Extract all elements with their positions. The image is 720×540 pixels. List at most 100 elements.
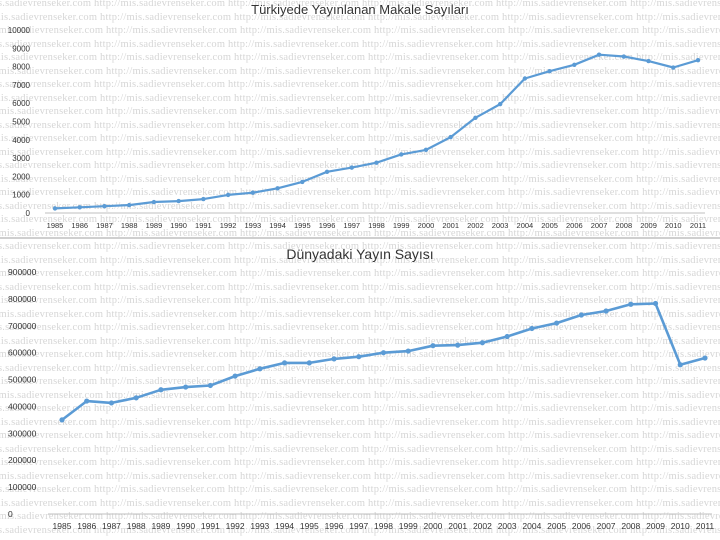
y-tick-label: 2000 xyxy=(12,172,30,181)
data-point xyxy=(578,312,584,318)
x-tick-label: 2007 xyxy=(597,521,616,531)
x-tick-label: 2000 xyxy=(418,221,435,230)
x-tick-label: 1999 xyxy=(393,221,410,230)
data-point xyxy=(621,54,627,59)
data-point xyxy=(646,58,651,64)
x-tick-label: 1997 xyxy=(343,221,360,230)
data-point xyxy=(529,325,535,332)
x-tick-label: 2008 xyxy=(615,221,632,230)
y-tick-label: 6000 xyxy=(12,99,30,108)
data-point xyxy=(671,65,676,70)
x-tick-label: 2003 xyxy=(498,521,517,531)
x-tick-label: 1992 xyxy=(220,221,237,230)
x-tick-label: 1992 xyxy=(226,521,245,531)
data-point xyxy=(158,387,164,393)
turkey-articles-plot: 0 1000 2000 3000 4000 5000 6000 7000 8000 9000 100… xyxy=(8,26,706,230)
data-point xyxy=(176,198,181,204)
data-point xyxy=(399,152,404,157)
data-point xyxy=(547,68,552,74)
data-point xyxy=(324,169,330,175)
x-tick-label: 2009 xyxy=(646,521,665,531)
x-tick-label: 2011 xyxy=(696,521,715,531)
y-tick-label: 300000 xyxy=(8,428,37,438)
chart-divider xyxy=(0,237,720,239)
x-tick-label: 2009 xyxy=(640,221,657,230)
data-point xyxy=(225,192,231,198)
y-tick-label: 9000 xyxy=(12,44,30,53)
world-publications-chart: Dünyadaki Yayın Sayısı 0 100000 200000 3000… xyxy=(0,240,720,540)
x-tick-label: 2003 xyxy=(492,221,509,230)
y-tick-label: 4000 xyxy=(12,136,30,145)
x-tick-label: 2005 xyxy=(547,521,566,531)
data-point xyxy=(423,147,429,153)
data-point xyxy=(572,62,577,67)
data-point xyxy=(84,398,90,404)
data-point xyxy=(522,76,528,81)
data-point xyxy=(52,206,58,211)
world-publications-plot: 0 100000 200000 300000 400000 500000 600000 700… xyxy=(8,267,715,531)
data-point xyxy=(356,354,362,360)
y-tick-label: 0 xyxy=(26,209,31,218)
data-point xyxy=(250,190,256,195)
x-tick-label: 2002 xyxy=(467,221,484,230)
x-tick-label: 1998 xyxy=(374,521,393,531)
data-point xyxy=(306,360,312,366)
y-tick-label: 0 xyxy=(8,509,13,519)
y-tick-label: 600000 xyxy=(8,348,37,358)
x-tick-label: 1990 xyxy=(176,521,195,531)
data-point xyxy=(652,300,659,307)
x-tick-label: 2002 xyxy=(473,521,492,531)
x-tick-label: 2007 xyxy=(591,221,608,230)
x-tick-label: 2006 xyxy=(572,521,591,531)
data-point xyxy=(151,199,157,205)
series-line xyxy=(61,302,706,421)
x-tick-label: 2001 xyxy=(448,521,467,531)
x-tick-label: 1994 xyxy=(269,221,286,230)
x-tick-label: 1994 xyxy=(275,521,294,531)
x-tick-label: 1996 xyxy=(319,221,336,230)
y-tick-label: 500000 xyxy=(8,375,37,385)
x-tick-label: 1997 xyxy=(349,521,368,531)
data-point xyxy=(473,115,478,121)
x-tick-label: 1988 xyxy=(127,521,146,531)
data-point xyxy=(77,205,82,210)
x-tick-label: 2005 xyxy=(541,221,558,230)
data-point xyxy=(455,342,461,348)
x-tick-label: 1993 xyxy=(250,521,269,531)
data-point xyxy=(695,57,701,63)
data-point xyxy=(702,355,708,361)
data-point xyxy=(677,362,683,368)
x-tick-label: 2008 xyxy=(621,521,640,531)
data-point xyxy=(232,373,238,379)
chart-title: Türkiyede Yayınlanan Makale Sayıları xyxy=(251,2,469,17)
x-tick-label: 2001 xyxy=(442,221,459,230)
data-point xyxy=(479,340,486,346)
data-point xyxy=(59,417,65,423)
x-tick-label: 1995 xyxy=(294,221,311,230)
x-tick-label: 2000 xyxy=(424,521,443,531)
y-tick-label: 3000 xyxy=(12,154,30,163)
y-tick-label: 5000 xyxy=(12,118,30,127)
x-tick-label: 1991 xyxy=(195,221,212,230)
turkey-articles-chart: Türkiyede Yayınlanan Makale Sayıları 0 10… xyxy=(0,0,720,238)
y-tick-label: 8000 xyxy=(12,63,30,72)
chart-title: Dünyadaki Yayın Sayısı xyxy=(286,246,434,262)
data-point xyxy=(374,160,379,165)
data-point xyxy=(281,360,288,366)
data-point xyxy=(207,382,213,389)
data-point xyxy=(596,52,602,57)
y-tick-label: 7000 xyxy=(12,81,30,90)
y-tick-label: 200000 xyxy=(8,455,37,465)
x-tick-label: 1986 xyxy=(71,221,88,230)
y-tick-label: 800000 xyxy=(8,294,37,304)
y-tick-label: 400000 xyxy=(8,401,37,411)
y-tick-label: 10000 xyxy=(8,26,31,35)
series-line xyxy=(54,53,699,210)
x-tick-label: 1993 xyxy=(245,221,262,230)
data-point xyxy=(554,320,560,326)
x-tick-label: 1995 xyxy=(300,521,319,531)
y-tick-label: 900000 xyxy=(8,267,37,277)
data-point xyxy=(126,202,132,208)
x-tick-label: 1989 xyxy=(146,221,163,230)
data-point xyxy=(275,186,280,191)
